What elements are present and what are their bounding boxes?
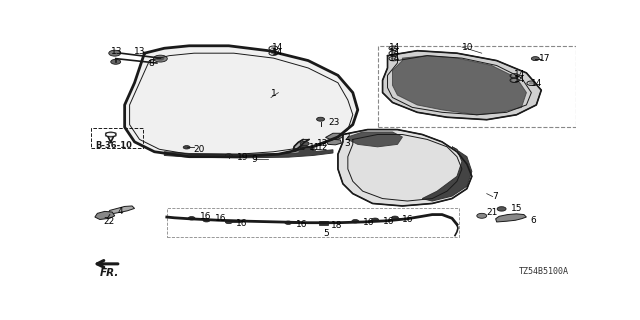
Text: 12: 12 [317,143,328,152]
Text: 11: 11 [309,143,321,152]
Text: 23: 23 [328,118,339,127]
Text: 16: 16 [296,220,307,229]
Text: 14: 14 [388,54,400,63]
Circle shape [271,47,276,50]
Polygon shape [293,140,309,150]
Circle shape [285,221,292,224]
Text: 3: 3 [344,139,350,148]
Text: 21: 21 [486,208,498,217]
Polygon shape [383,51,541,120]
Text: 4: 4 [117,207,123,216]
Circle shape [225,220,232,224]
Text: TZ54B5100A: TZ54B5100A [518,267,568,276]
Circle shape [183,146,190,149]
Circle shape [391,47,396,50]
Text: 16: 16 [200,212,212,221]
Polygon shape [326,133,343,140]
Text: 16: 16 [236,219,248,228]
Circle shape [188,217,195,220]
Polygon shape [326,140,341,145]
Polygon shape [422,147,472,201]
Text: 10: 10 [462,43,474,52]
Polygon shape [495,214,527,222]
Circle shape [156,57,164,60]
Text: 14: 14 [514,75,525,84]
Circle shape [391,57,396,60]
Text: 16: 16 [363,218,374,227]
Text: FR.: FR. [100,268,120,278]
Circle shape [300,146,309,150]
Circle shape [109,50,121,56]
Circle shape [111,59,121,64]
Polygon shape [108,206,134,215]
Text: 20: 20 [193,145,204,154]
Text: 14: 14 [388,48,400,57]
Polygon shape [348,132,403,147]
Circle shape [154,55,167,62]
Text: 19: 19 [237,153,248,162]
Text: 7: 7 [493,192,499,201]
Text: B-36-10: B-36-10 [95,141,132,150]
Text: 5: 5 [323,229,329,238]
Circle shape [531,57,540,60]
Polygon shape [392,56,527,115]
Circle shape [391,52,396,54]
Text: 15: 15 [511,204,522,213]
Circle shape [392,216,399,220]
Text: 14: 14 [273,43,284,52]
Text: 2: 2 [344,133,350,142]
Circle shape [271,52,276,54]
Text: 13: 13 [111,47,122,56]
Polygon shape [125,46,358,157]
Text: 6: 6 [531,216,536,225]
Text: 14: 14 [388,43,400,52]
Circle shape [317,117,324,121]
Circle shape [225,154,232,157]
Text: 16: 16 [383,217,394,226]
Text: 13: 13 [134,47,145,56]
Circle shape [372,218,379,221]
Circle shape [203,219,210,222]
Text: 8: 8 [148,59,154,68]
Circle shape [497,207,506,211]
Text: 1: 1 [271,89,276,98]
Circle shape [512,75,517,77]
Bar [319,221,328,225]
Circle shape [477,213,487,218]
Polygon shape [95,212,115,220]
Circle shape [529,82,534,84]
Text: 14: 14 [514,70,525,79]
Text: 14: 14 [273,48,284,57]
Circle shape [352,220,359,223]
Text: 12: 12 [317,139,328,148]
Polygon shape [164,150,333,158]
Circle shape [512,79,517,82]
Text: 9: 9 [251,155,257,164]
Circle shape [300,141,309,146]
Text: 17: 17 [539,54,550,63]
Polygon shape [338,130,472,206]
Text: 16: 16 [215,214,227,223]
Text: 14: 14 [531,79,543,88]
Text: 18: 18 [330,221,342,230]
Text: 16: 16 [403,215,414,224]
Text: 22: 22 [104,218,115,227]
